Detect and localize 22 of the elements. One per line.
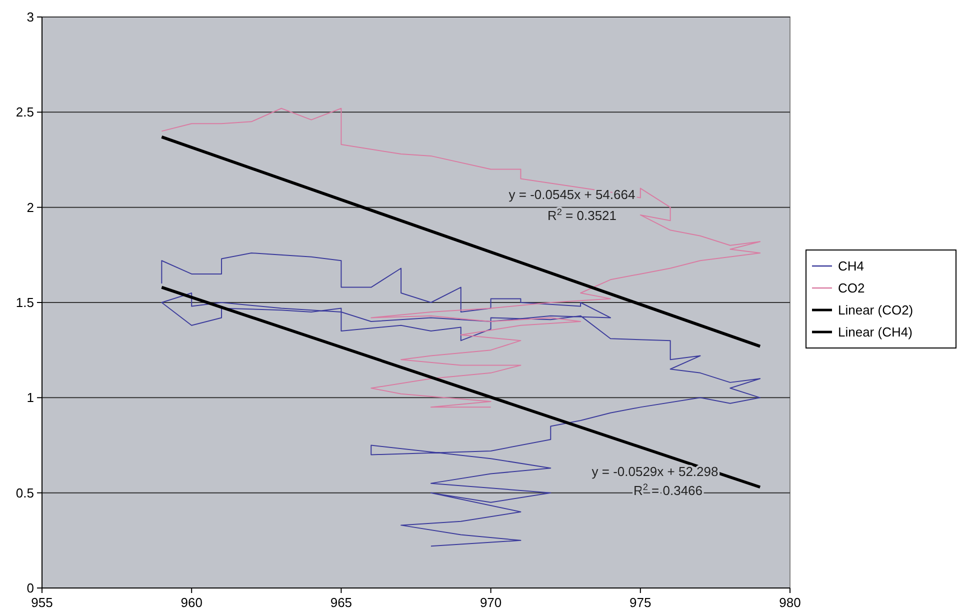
y-tick-label: 2 bbox=[26, 200, 34, 215]
y-tick-label: 2.5 bbox=[16, 104, 34, 120]
legend-label: Linear (CO2) bbox=[838, 302, 914, 318]
line-series bbox=[161, 108, 761, 408]
x-tick-label: 970 bbox=[480, 595, 502, 610]
legend-label: Linear (CH4) bbox=[838, 324, 912, 340]
x-tick-label: 980 bbox=[779, 595, 801, 610]
legend-label: CO2 bbox=[838, 280, 865, 296]
y-tick-label: 1 bbox=[26, 390, 34, 406]
y-tick-label: 3 bbox=[26, 10, 34, 25]
line-series bbox=[161, 252, 761, 547]
annotation: R$^{2}$ = 0.3521 bbox=[547, 207, 617, 223]
annotation: y = -0.0529x + 52.298 bbox=[592, 464, 718, 479]
x-tick-label: 960 bbox=[180, 595, 202, 610]
legend-label: CH4 bbox=[838, 258, 864, 274]
y-tick-label: 0 bbox=[26, 580, 34, 596]
x-tick-label: 955 bbox=[31, 595, 53, 610]
annotation: y = -0.0545x + 54.664 bbox=[508, 187, 636, 202]
y-tick-label: 1.5 bbox=[16, 295, 34, 310]
x-tick-label: 975 bbox=[630, 595, 652, 610]
x-tick-label: 965 bbox=[330, 595, 352, 610]
y-tick-label: 0.5 bbox=[16, 485, 34, 500]
